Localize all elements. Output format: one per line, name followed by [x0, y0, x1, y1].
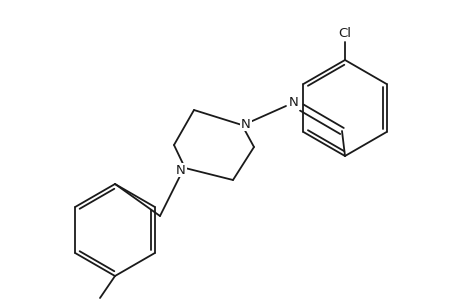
Text: Cl: Cl: [338, 27, 351, 40]
Text: N: N: [176, 164, 185, 176]
Text: N: N: [241, 118, 250, 130]
Text: N: N: [289, 97, 298, 110]
